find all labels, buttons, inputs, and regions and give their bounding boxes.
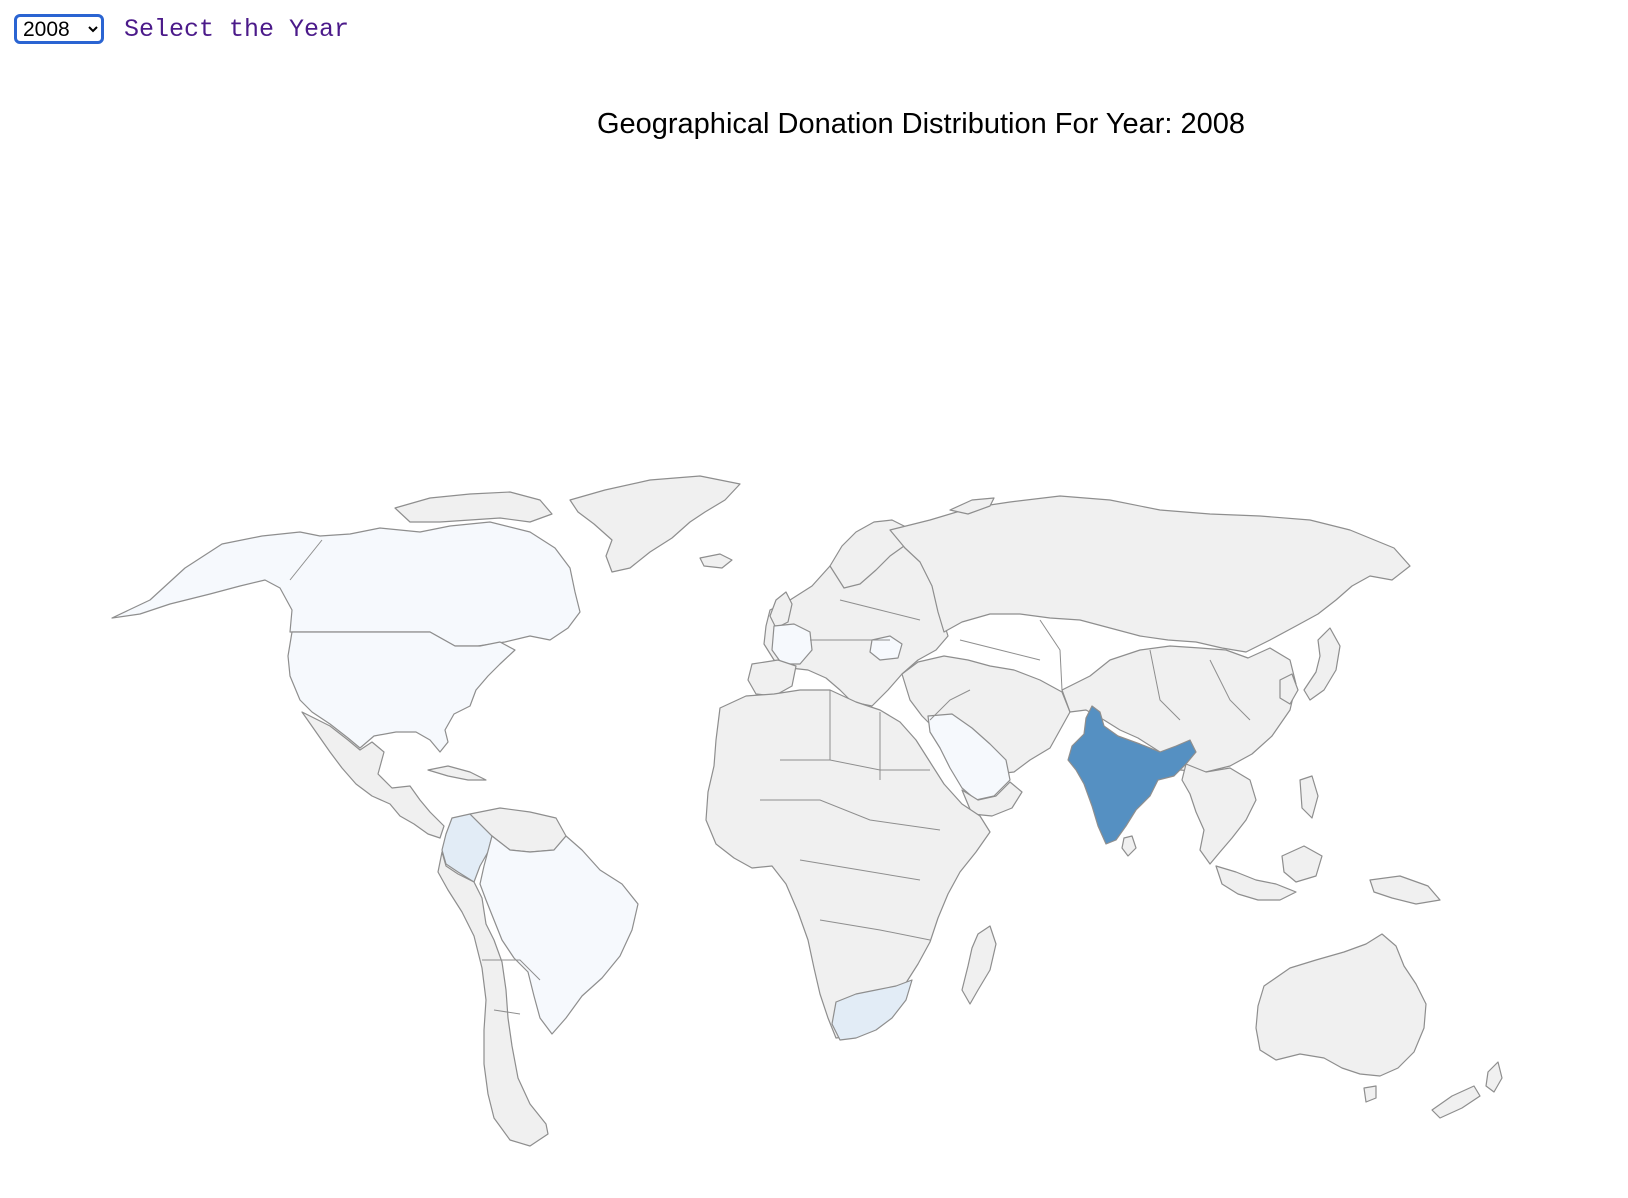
region-cuba[interactable] xyxy=(427,765,487,781)
map-title: Geographical Donation Distribution For Y… xyxy=(0,108,1628,141)
year-controls: 2008 Select the Year xyxy=(14,14,349,44)
region-japan[interactable] xyxy=(1303,627,1341,701)
region-china[interactable] xyxy=(1061,645,1297,773)
region-australia[interactable] xyxy=(1255,933,1427,1077)
region-arctic-islands[interactable] xyxy=(394,491,553,523)
region-russia-asia[interactable] xyxy=(889,495,1411,653)
region-new-zealand[interactable] xyxy=(1485,1061,1503,1093)
region-new-guinea[interactable] xyxy=(1369,875,1441,905)
region-southeast-asia[interactable] xyxy=(1181,763,1257,865)
region-indonesia[interactable] xyxy=(1215,865,1297,901)
region-canada[interactable] xyxy=(111,521,581,647)
region-korea[interactable] xyxy=(1279,673,1299,705)
region-france[interactable] xyxy=(771,623,813,665)
region-africa[interactable] xyxy=(705,689,991,1039)
region-united-states[interactable] xyxy=(287,631,516,753)
region-tasmania[interactable] xyxy=(1363,1085,1377,1103)
map-borders xyxy=(289,539,1251,1015)
region-south-africa[interactable] xyxy=(831,979,913,1041)
region-united-kingdom[interactable] xyxy=(769,591,793,629)
region-novaya-zemlya[interactable] xyxy=(949,497,995,515)
region-iceland[interactable] xyxy=(699,553,733,569)
map-title-text: Geographical Donation Distribution For Y… xyxy=(596,108,1246,140)
region-iberia[interactable] xyxy=(747,659,797,697)
region-borneo[interactable] xyxy=(1281,845,1323,883)
region-west-south-america[interactable] xyxy=(437,851,549,1147)
region-greenland[interactable] xyxy=(569,475,741,573)
region-romania[interactable] xyxy=(869,635,903,661)
select-year-label: Select the Year xyxy=(124,14,350,44)
year-select[interactable]: 2008 xyxy=(14,14,104,44)
region-new-zealand-south[interactable] xyxy=(1431,1085,1481,1119)
region-madagascar[interactable] xyxy=(961,925,997,1005)
region-india[interactable] xyxy=(1067,705,1197,845)
region-sri-lanka[interactable] xyxy=(1121,835,1137,857)
region-mexico-central-america[interactable] xyxy=(301,711,445,839)
region-brazil[interactable] xyxy=(479,835,639,1035)
region-philippines[interactable] xyxy=(1299,775,1319,819)
